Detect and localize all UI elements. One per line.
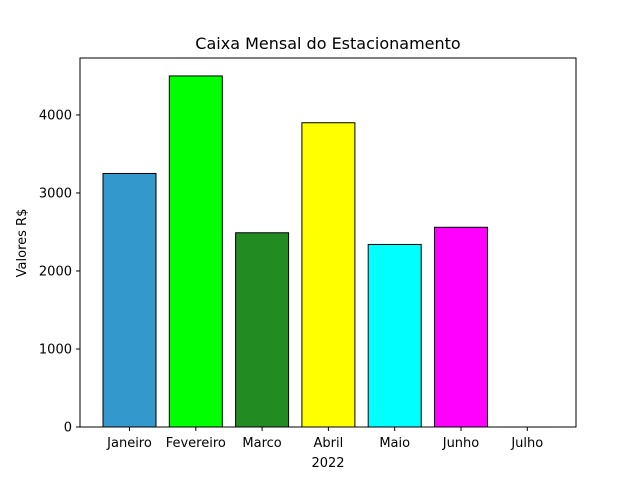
bar-fevereiro xyxy=(168,75,223,428)
y-axis-label: Valores R$ xyxy=(15,209,30,278)
x-axis-label: 2022 xyxy=(311,456,344,471)
x-tick-label-julho: Julho xyxy=(510,436,543,451)
x-tick-label-marco: Marco xyxy=(242,436,281,451)
y-tick-label: 2000 xyxy=(39,264,72,279)
y-tick-label: 4000 xyxy=(39,108,72,123)
bar-marco xyxy=(235,232,290,428)
x-tick-label-fevereiro: Fevereiro xyxy=(166,436,226,451)
bar-maio xyxy=(367,243,422,428)
x-tick-label-maio: Maio xyxy=(379,436,410,451)
y-tick-label: 3000 xyxy=(39,186,72,201)
y-tick-label: 1000 xyxy=(39,342,72,357)
chart-title: Caixa Mensal do Estacionamento xyxy=(195,34,460,53)
x-tick-label-abril: Abril xyxy=(314,436,344,451)
x-tick-label-janeiro: Janeiro xyxy=(106,436,152,451)
bar-junho xyxy=(434,226,488,428)
x-tick-label-junho: Junho xyxy=(442,436,480,451)
plot-area: 0 1000 2000 3000 4000 Janeiro Fevereiro Marco Ab… xyxy=(39,57,577,451)
y-tick-label: 0 xyxy=(64,421,72,436)
bar-abril xyxy=(301,122,356,428)
bar-janeiro xyxy=(102,172,157,428)
